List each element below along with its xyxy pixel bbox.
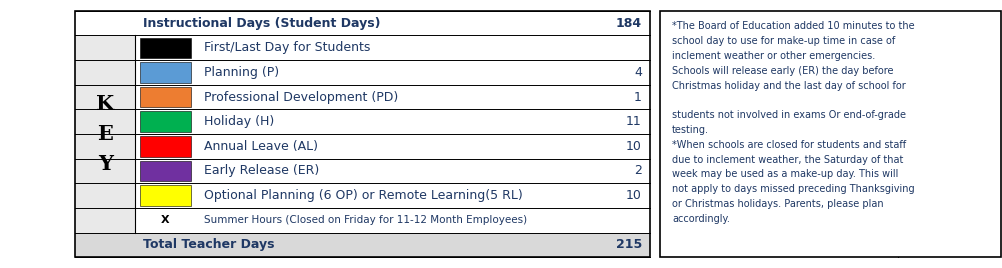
Text: Christmas holiday and the last day of school for: Christmas holiday and the last day of sc… <box>671 81 905 91</box>
Bar <box>140 111 190 132</box>
Bar <box>75 109 649 134</box>
Text: Summer Hours (Closed on Friday for 11-12 Month Employees): Summer Hours (Closed on Friday for 11-12… <box>203 215 526 225</box>
Text: Optional Planning (6 OP) or Remote Learning(5 RL): Optional Planning (6 OP) or Remote Learn… <box>203 189 522 202</box>
Text: K
E
Y: K E Y <box>96 94 114 174</box>
Bar <box>75 35 649 60</box>
Bar <box>75 11 649 35</box>
Bar <box>140 185 190 206</box>
Bar <box>140 87 190 107</box>
Text: Schools will release early (ER) the day before: Schools will release early (ER) the day … <box>671 66 893 76</box>
Text: or Christmas holidays. Parents, please plan: or Christmas holidays. Parents, please p… <box>671 199 883 209</box>
Text: 10: 10 <box>625 140 641 153</box>
Text: *The Board of Education added 10 minutes to the: *The Board of Education added 10 minutes… <box>671 21 914 31</box>
Bar <box>140 62 190 83</box>
Bar <box>140 136 190 157</box>
Text: accordingly.: accordingly. <box>671 214 729 224</box>
Text: week may be used as a make-up day. This will: week may be used as a make-up day. This … <box>671 169 898 179</box>
Text: 4: 4 <box>633 66 641 79</box>
Text: *When schools are closed for students and staff: *When schools are closed for students an… <box>671 140 905 150</box>
Text: 1: 1 <box>633 91 641 103</box>
Text: Instructional Days (Student Days): Instructional Days (Student Days) <box>143 17 381 29</box>
Bar <box>140 38 190 58</box>
Bar <box>75 159 649 183</box>
Bar <box>75 35 135 233</box>
Text: Planning (P): Planning (P) <box>203 66 279 79</box>
Text: inclement weather or other emergencies.: inclement weather or other emergencies. <box>671 51 875 61</box>
Bar <box>75 183 649 208</box>
Text: school day to use for make-up time in case of: school day to use for make-up time in ca… <box>671 36 895 46</box>
Text: First/Last Day for Students: First/Last Day for Students <box>203 41 370 54</box>
Text: 11: 11 <box>625 115 641 128</box>
Text: due to inclement weather, the Saturday of that: due to inclement weather, the Saturday o… <box>671 155 903 165</box>
Text: Annual Leave (AL): Annual Leave (AL) <box>203 140 318 153</box>
Bar <box>140 161 190 181</box>
Bar <box>75 85 649 109</box>
Bar <box>75 60 649 85</box>
Text: Total Teacher Days: Total Teacher Days <box>143 239 275 251</box>
Text: 2: 2 <box>633 165 641 177</box>
Text: not apply to days missed preceding Thanksgiving: not apply to days missed preceding Thank… <box>671 184 914 194</box>
Text: Holiday (H): Holiday (H) <box>203 115 274 128</box>
Bar <box>75 134 649 159</box>
Text: Professional Development (PD): Professional Development (PD) <box>203 91 398 103</box>
Text: testing.: testing. <box>671 125 708 135</box>
Text: 184: 184 <box>615 17 641 29</box>
Bar <box>75 233 649 257</box>
Bar <box>659 11 1000 257</box>
Bar <box>75 11 649 257</box>
Text: students not involved in exams Or end-of-grade: students not involved in exams Or end-of… <box>671 110 905 120</box>
Text: 10: 10 <box>625 189 641 202</box>
Text: Early Release (ER): Early Release (ER) <box>203 165 319 177</box>
Text: X: X <box>161 215 169 225</box>
Text: 215: 215 <box>615 239 641 251</box>
Bar <box>75 208 649 233</box>
